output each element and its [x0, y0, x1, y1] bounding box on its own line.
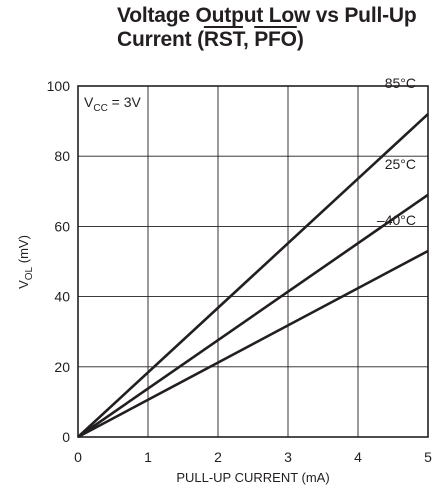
y-tick-label: 100	[47, 78, 71, 94]
x-tick-label: 5	[424, 449, 432, 465]
series-line	[77, 113, 429, 438]
title-rst: RST	[203, 28, 243, 51]
vcc-rest: = 3V	[108, 94, 142, 110]
x-tick-labels: 0 1 2 3 4 5	[74, 449, 432, 465]
series-label: 85°C	[385, 75, 416, 91]
x-tick-label: 1	[144, 449, 152, 465]
y-label-sub: OL	[24, 266, 35, 280]
y-label-main: V	[16, 280, 31, 289]
title-line-1: Voltage Output Low vs Pull-Up	[117, 4, 417, 27]
series-line	[77, 249, 429, 439]
series-lines	[77, 113, 429, 439]
title-suffix: )	[296, 28, 304, 51]
grid-lines	[78, 86, 428, 437]
x-tick-label: 4	[354, 449, 362, 465]
series-labels: 85°C 25°C –40°C	[377, 75, 416, 228]
vcc-main: V	[84, 94, 94, 110]
title-line-2: Current (RST, PFO)	[117, 28, 416, 52]
title-prefix: Current (	[117, 28, 204, 51]
x-axis-label: PULL-UP CURRENT (mA)	[176, 470, 329, 485]
vcc-sub: CC	[93, 103, 107, 114]
y-tick-label: 40	[54, 289, 70, 305]
y-tick-label: 80	[54, 148, 70, 164]
vcc-annotation: VCC = 3V	[84, 94, 142, 114]
series-label: –40°C	[377, 212, 416, 228]
plot-frame	[77, 85, 429, 438]
title-separator: ,	[242, 28, 255, 51]
series-label: 25°C	[385, 156, 416, 172]
y-tick-label: 60	[54, 218, 70, 234]
chart-title: Voltage Output Low vs Pull-Up Current (R…	[117, 4, 417, 52]
y-label-unit: (mV)	[16, 235, 31, 267]
title-pfo: PFO	[254, 28, 297, 51]
x-tick-label: 2	[214, 449, 222, 465]
x-tick-label: 0	[74, 449, 82, 465]
x-tick-label: 3	[284, 449, 292, 465]
series-line	[77, 193, 429, 439]
y-tick-label: 0	[62, 429, 70, 445]
y-tick-labels: 0 20 40 60 80 100	[47, 78, 71, 445]
y-tick-label: 20	[54, 359, 70, 375]
y-axis-label: VOL (mV)	[16, 235, 35, 289]
